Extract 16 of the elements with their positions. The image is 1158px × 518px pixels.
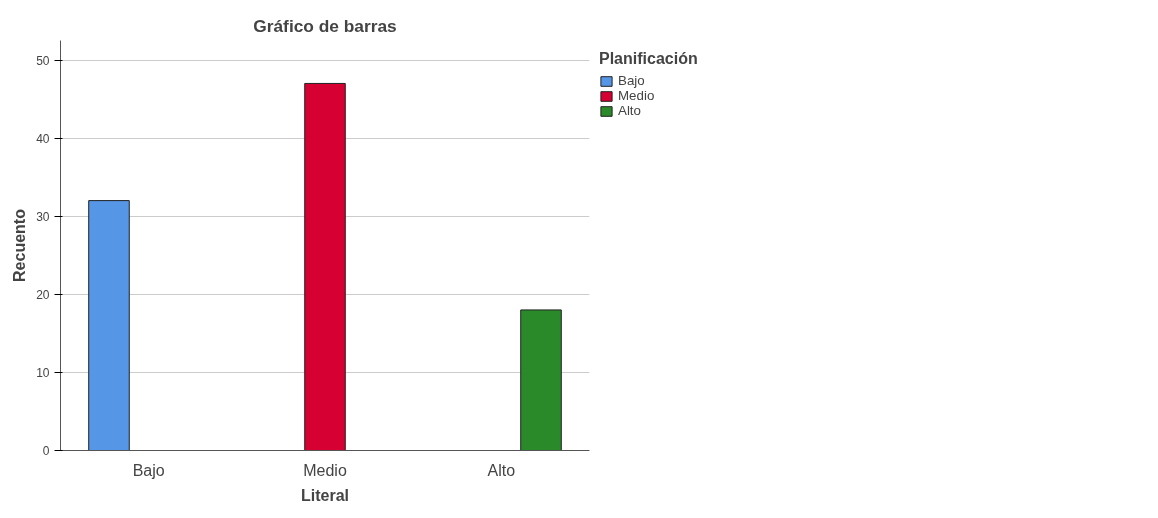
- y-tick-label: 30: [36, 209, 50, 224]
- x-tick-label: Alto: [487, 461, 516, 479]
- y-axis-title: Recuento: [11, 208, 29, 282]
- legend-label: Bajo: [618, 73, 645, 88]
- y-tick-label: 40: [36, 131, 50, 146]
- chart-title: Gráfico de barras: [253, 15, 397, 36]
- y-tick-label: 10: [36, 365, 50, 380]
- x-axis-title: Literal: [300, 486, 350, 504]
- y-tick-label: 0: [42, 444, 50, 458]
- x-tick-label: Bajo: [132, 461, 165, 479]
- y-tick-label: 50: [36, 53, 50, 68]
- y-tick-label: 20: [36, 287, 50, 302]
- x-tick-label: Medio: [303, 461, 347, 479]
- legend-label: Medio: [618, 88, 655, 103]
- legend-label: Alto: [618, 103, 641, 118]
- legend-title: Planificación: [599, 50, 698, 68]
